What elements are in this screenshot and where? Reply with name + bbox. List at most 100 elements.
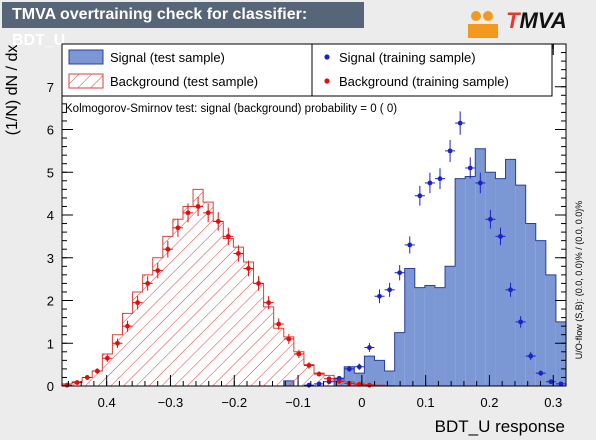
legend-background-test-label: Background (test sample) [110, 74, 258, 89]
x-tick-label: 0 [358, 395, 365, 410]
background-point-22 [283, 334, 294, 344]
background-point-4 [102, 354, 113, 363]
legend-box-training [311, 43, 553, 97]
signal-bar-47 [535, 240, 546, 386]
signal-point-38 [445, 139, 456, 162]
background-point-18 [243, 260, 254, 277]
signal-point-45 [515, 316, 526, 328]
legend-background-training-marker [324, 78, 330, 84]
signal-point-33 [394, 265, 405, 281]
signal-point-35 [414, 185, 425, 206]
legend-signal-training-label: Signal (training sample) [339, 50, 476, 65]
legend-background-training-label: Background (training sample) [339, 74, 509, 89]
background-bar-8 [142, 274, 153, 386]
signal-point-44 [505, 282, 516, 297]
tmva-logo-icon [468, 11, 498, 38]
background-point-10 [162, 240, 173, 258]
signal-point-40 [465, 157, 476, 179]
background-point-8 [142, 276, 153, 291]
background-point-20 [263, 296, 274, 310]
background-bar-22 [283, 336, 294, 386]
signal-bar-45 [515, 185, 526, 386]
x-tick-label: −0.3 [158, 395, 184, 410]
background-point-16 [223, 227, 234, 246]
legend-box-test [61, 43, 313, 97]
y-tick-label: 0 [47, 379, 54, 394]
signal-bar-35 [414, 287, 425, 386]
signal-bar-36 [424, 285, 435, 386]
background-bar-20 [263, 306, 274, 386]
background-point-5 [112, 338, 123, 348]
background-bar-6 [122, 313, 133, 386]
background-point-29 [354, 381, 365, 387]
signal-point-46 [525, 352, 536, 361]
background-point-1 [72, 380, 83, 385]
background-bar-14 [203, 202, 214, 386]
background-bar-23 [293, 351, 304, 386]
background-point-26 [324, 376, 335, 382]
legend-background-test-swatch [68, 73, 104, 89]
background-point-24 [303, 362, 314, 369]
legend-signal-training-marker [324, 54, 330, 60]
signal-point-49 [555, 381, 566, 387]
signal-bar-34 [404, 268, 415, 386]
signal-point-25 [314, 381, 325, 387]
legend-signal-test-label: Signal (test sample) [110, 50, 225, 65]
signal-point-37 [434, 168, 446, 190]
signal-training-points [303, 111, 566, 388]
background-bar-25 [314, 373, 325, 386]
background-point-13 [193, 196, 204, 217]
background-point-19 [253, 276, 264, 291]
signal-bar-29 [354, 373, 365, 386]
background-point-14 [203, 203, 214, 223]
background-point-2 [82, 375, 93, 380]
signal-point-34 [404, 236, 415, 254]
overflow-label: U/O-flow (S,B): (0.0, 0.0)% / (0.0, 0.0)… [574, 201, 584, 360]
background-bar-19 [253, 283, 264, 386]
signal-bar-42 [485, 172, 496, 386]
background-bar-13 [193, 189, 204, 386]
x-axis-label: BDT_U response [435, 417, 565, 436]
signal-bar-43 [495, 178, 506, 386]
background-point-21 [273, 318, 284, 330]
background-point-6 [122, 320, 133, 332]
background-bar-18 [243, 262, 254, 386]
signal-bar-44 [505, 159, 516, 386]
signal-bar-30 [364, 356, 375, 386]
page-title: TMVA overtraining check for classifier: … [2, 2, 364, 49]
background-point-25 [314, 371, 325, 377]
signal-point-28 [344, 365, 355, 372]
background-bar-3 [92, 371, 103, 386]
background-bar-15 [213, 221, 224, 386]
x-tick-label: 0.1 [417, 395, 435, 410]
background-bar-12 [182, 206, 194, 386]
ks-test-label: Kolmogorov-Smirnov test: signal (backgro… [65, 103, 397, 115]
background-bar-16 [223, 238, 234, 386]
background-point-9 [152, 262, 163, 279]
background-point-7 [132, 296, 143, 310]
signal-bar-33 [394, 332, 405, 386]
signal-point-43 [495, 227, 506, 246]
signal-point-36 [424, 172, 435, 194]
tmva-logo [464, 6, 582, 40]
signal-bar-37 [434, 287, 446, 386]
background-bar-5 [112, 334, 123, 386]
signal-bar-49 [555, 321, 566, 386]
background-bar-11 [172, 219, 183, 386]
y-tick-label: 2 [47, 294, 54, 309]
background-test-histogram [62, 188, 566, 387]
background-bar-9 [152, 257, 163, 386]
signal-bar-41 [475, 148, 486, 386]
background-bar-2 [82, 377, 93, 386]
signal-point-29 [354, 363, 365, 370]
y-tick-label: 6 [47, 123, 54, 138]
x-tick-label: −0.1 [285, 395, 311, 410]
y-tick-label: 7 [47, 80, 54, 95]
background-point-15 [213, 212, 224, 231]
signal-point-31 [374, 289, 385, 304]
signal-bar-31 [374, 360, 385, 386]
background-bar-4 [102, 353, 113, 386]
background-bar-24 [303, 364, 314, 386]
signal-point-48 [545, 379, 556, 385]
